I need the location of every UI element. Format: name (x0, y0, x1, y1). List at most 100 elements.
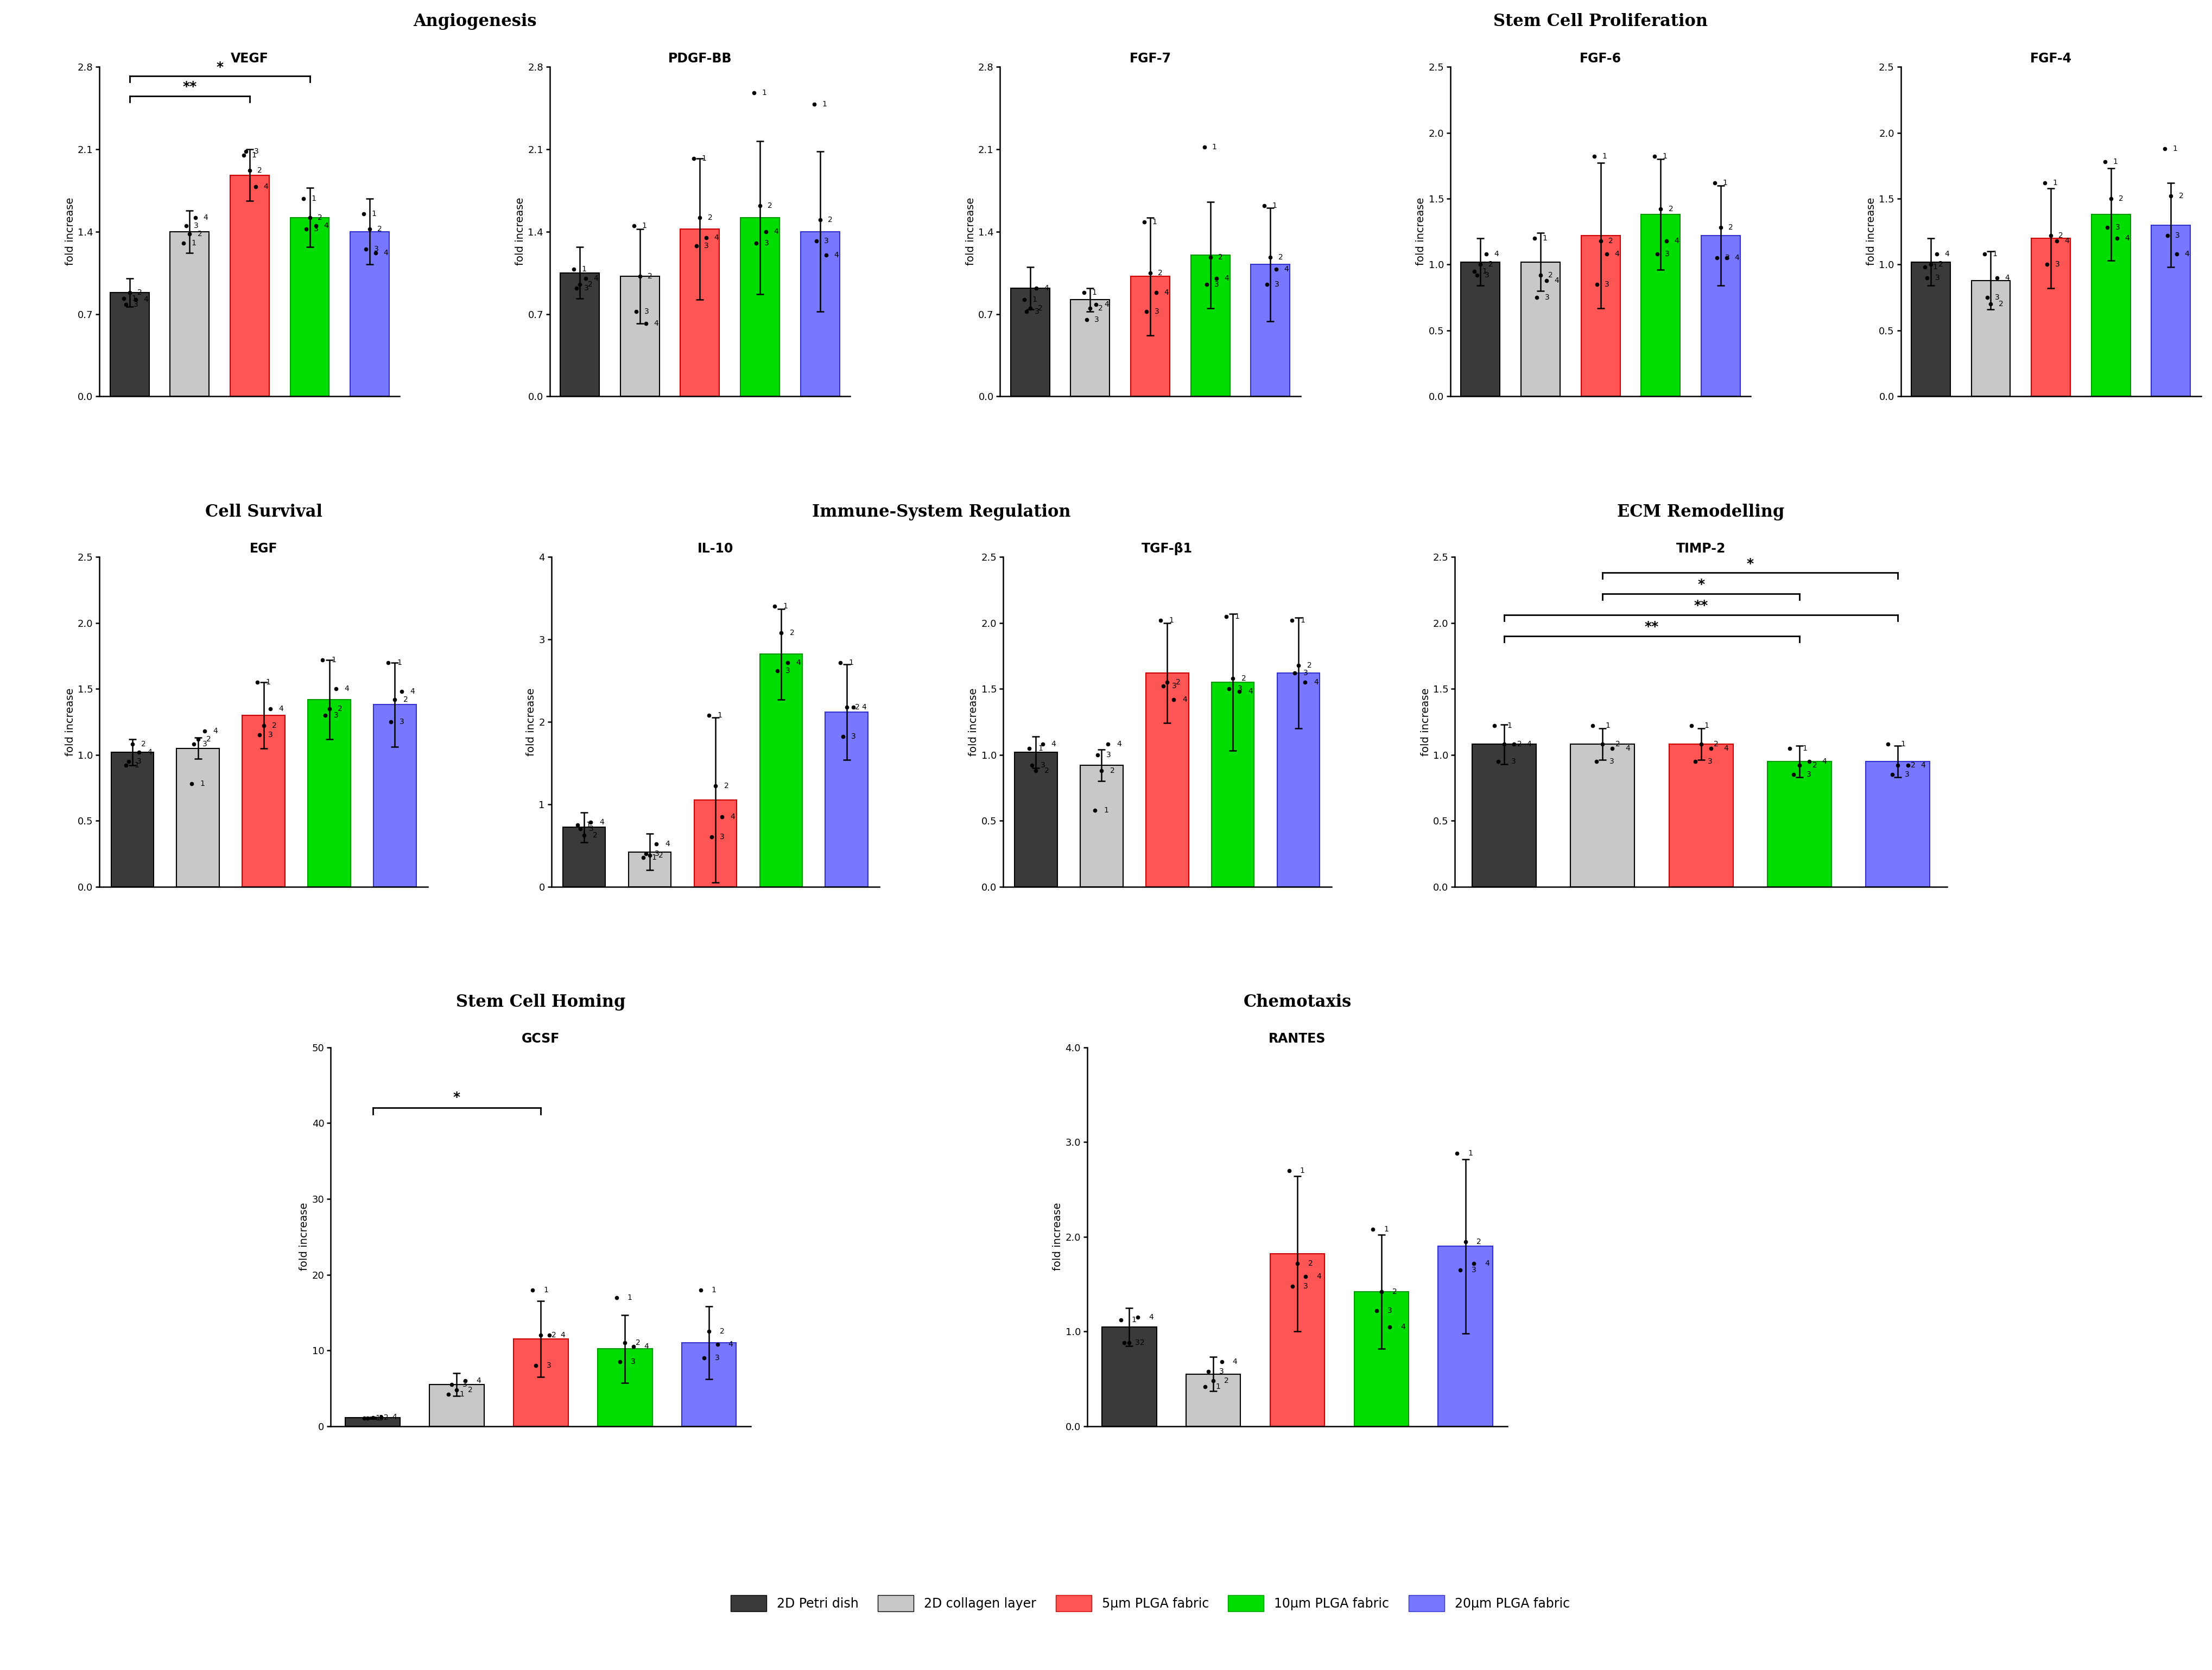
Text: 1: 1 (135, 762, 139, 770)
Text: 2: 2 (272, 721, 276, 730)
Text: 2: 2 (257, 167, 263, 174)
Bar (1701, 235, 1741, 396)
Text: 1: 1 (653, 853, 657, 862)
Text: 4: 4 (1104, 301, 1108, 309)
Text: 1: 1 (460, 1391, 465, 1398)
Bar (681, 229, 719, 396)
Text: 1: 1 (1469, 1149, 1473, 1157)
Text: 2: 2 (635, 1339, 641, 1346)
Text: Stem Cell Proliferation: Stem Cell Proliferation (1493, 13, 1708, 30)
Text: 3: 3 (1303, 1283, 1307, 1289)
Text: 3: 3 (2055, 261, 2059, 269)
Text: 2: 2 (1714, 740, 1719, 748)
Text: Cell Survival: Cell Survival (206, 503, 323, 521)
Text: 2: 2 (338, 705, 343, 713)
Text: 1: 1 (823, 100, 827, 109)
Text: 1: 1 (717, 711, 721, 720)
Text: 4: 4 (345, 685, 349, 693)
Title: FGF-4: FGF-4 (2031, 52, 2073, 65)
Text: 2: 2 (1110, 767, 1115, 775)
Text: 4: 4 (2004, 274, 2008, 282)
Bar (681, 1343, 737, 1426)
Y-axis label: fold increase: fold increase (64, 197, 75, 266)
Text: 1: 1 (372, 210, 376, 217)
Text: 4: 4 (1823, 758, 1827, 765)
Text: 4: 4 (655, 319, 659, 327)
Text: 4: 4 (1117, 740, 1121, 748)
Text: 2: 2 (1159, 269, 1164, 277)
Text: 1: 1 (1217, 1383, 1221, 1391)
Text: 4: 4 (1223, 276, 1230, 282)
Text: 4: 4 (148, 748, 153, 757)
Text: 1: 1 (1663, 152, 1668, 160)
Bar (1473, 745, 1535, 887)
Text: 2: 2 (467, 1386, 473, 1394)
Bar (741, 217, 779, 396)
Text: 4: 4 (1181, 696, 1188, 703)
Text: 3: 3 (825, 237, 830, 245)
Bar (560, 272, 599, 396)
Text: *: * (1747, 558, 1754, 569)
Text: 1: 1 (1133, 1316, 1137, 1324)
Bar (1354, 1291, 1409, 1426)
Text: 2: 2 (1219, 254, 1223, 261)
Text: 3: 3 (400, 718, 405, 726)
Text: 1: 1 (1301, 1167, 1305, 1174)
Text: 3: 3 (644, 307, 648, 316)
Text: ECM Remodelling: ECM Remodelling (1617, 503, 1785, 521)
Y-axis label: fold increase: fold increase (515, 197, 526, 266)
Bar (374, 705, 416, 887)
Text: 3: 3 (1219, 1368, 1223, 1374)
Text: 2: 2 (206, 735, 212, 743)
Text: 1: 1 (2053, 179, 2057, 187)
Bar (2152, 225, 2190, 396)
Bar (111, 752, 153, 887)
Text: 2: 2 (1489, 261, 1493, 269)
Text: 1: 1 (1723, 179, 1728, 187)
Text: 2: 2 (383, 1414, 389, 1421)
Text: 1: 1 (761, 89, 768, 97)
Text: 2: 2 (2179, 192, 2183, 200)
Y-axis label: fold increase: fold increase (1053, 1202, 1064, 1271)
Text: 3: 3 (334, 711, 338, 720)
Bar (1670, 745, 1732, 887)
Text: 2: 2 (1608, 237, 1613, 244)
Text: 4: 4 (1148, 1314, 1152, 1321)
Text: 4: 4 (1044, 284, 1048, 292)
Text: 1: 1 (1803, 745, 1807, 752)
Text: 4: 4 (1314, 678, 1318, 686)
Text: 3: 3 (546, 1361, 551, 1369)
Bar (170, 232, 210, 396)
Text: 3: 3 (204, 740, 208, 748)
Text: 4: 4 (1723, 745, 1728, 752)
Bar (1867, 762, 1929, 887)
Bar (1571, 745, 1635, 887)
Text: 4: 4 (1248, 688, 1252, 695)
Text: 2: 2 (1668, 205, 1672, 214)
Text: 4: 4 (204, 214, 208, 220)
Text: 3: 3 (378, 1414, 383, 1421)
Title: FGF-7: FGF-7 (1130, 52, 1170, 65)
Text: Angiogenesis: Angiogenesis (414, 13, 538, 30)
Text: 2: 2 (723, 782, 728, 790)
Text: 1: 1 (2172, 145, 2177, 152)
Bar (1186, 1374, 1241, 1426)
Text: 1: 1 (192, 239, 197, 247)
Text: 4: 4 (1526, 740, 1531, 748)
Text: 4: 4 (774, 227, 779, 235)
Text: 2: 2 (137, 289, 142, 297)
Bar (345, 1418, 400, 1426)
Y-axis label: fold increase: fold increase (1420, 688, 1431, 757)
Text: 3: 3 (1905, 772, 1909, 778)
Y-axis label: fold increase: fold increase (1416, 197, 1427, 266)
Bar (1102, 1326, 1157, 1426)
Text: 1: 1 (1033, 296, 1037, 304)
Text: 4: 4 (666, 840, 670, 848)
Text: 4: 4 (1484, 1259, 1489, 1268)
Text: 2: 2 (197, 230, 201, 237)
Text: 1: 1 (628, 1294, 633, 1301)
Text: 1: 1 (1037, 745, 1042, 752)
Text: 4: 4 (796, 658, 801, 666)
Text: 4: 4 (476, 1378, 480, 1384)
Bar (759, 655, 803, 887)
